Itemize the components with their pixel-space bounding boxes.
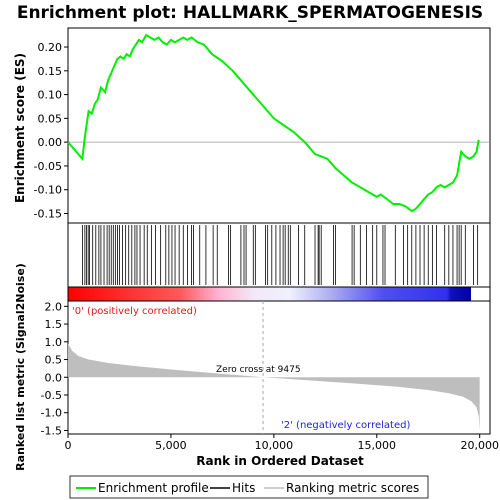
metric-y-tick-label: -0.5	[41, 389, 62, 402]
metric-y-tick-label: 0.0	[45, 371, 63, 384]
es-y-tick-label: 0.10	[38, 89, 63, 102]
top-y-axis-label: Enrichment score (ES)	[13, 53, 27, 203]
hits-panel	[67, 222, 491, 288]
negative-correlation-label: '2' (negatively correlated)	[281, 420, 410, 431]
metric-y-tick-label: 0.5	[45, 354, 63, 367]
enrichment-profile-line	[67, 33, 480, 213]
x-tick-label: 5,000	[155, 439, 187, 452]
metric-y-tick-label: 1.5	[45, 318, 63, 331]
x-axis-label: Rank in Ordered Dataset	[196, 454, 364, 468]
legend-enrichment-label: Enrichment profile	[98, 481, 209, 495]
chart-title: Enrichment plot: HALLMARK_SPERMATOGENESI…	[17, 3, 483, 23]
enrichment-panel: -0.15 -0.10 -0.05 0.00 0.05 0.10 0.15 0.20	[34, 27, 491, 224]
ranked-metric-panel: -1.5 -1.0 -0.5 0.0 0.5 1.0 1.5 2.0	[41, 300, 491, 437]
legend: Enrichment profile Hits Ranking metric s…	[69, 475, 429, 499]
x-tick-label: 0	[65, 439, 72, 452]
x-tick-label: 15,000	[358, 439, 397, 452]
top-panel-frame	[67, 27, 491, 224]
es-y-tick-label: -0.10	[34, 184, 62, 197]
metric-y-tick-label: -1.5	[41, 424, 62, 437]
bottom-y-axis-label: Ranked list metric (Signal2Noise)	[14, 263, 27, 471]
es-y-tick-label: 0.20	[38, 41, 63, 54]
es-y-tick-label: -0.05	[34, 160, 62, 173]
ranking-metric-area	[68, 343, 480, 431]
rank-color-bar	[68, 287, 471, 301]
hits-panel-frame	[67, 222, 491, 288]
metric-y-tick-label: 2.0	[45, 300, 63, 313]
legend-metric-label: Ranking metric scores	[286, 481, 419, 495]
legend-hits-label: Hits	[232, 481, 255, 495]
legend-frame	[69, 475, 429, 499]
positive-correlation-label: '0' (positively correlated)	[72, 306, 197, 317]
es-y-tick-label: 0.15	[38, 65, 63, 78]
es-y-tick-label: 0.05	[38, 112, 63, 125]
es-y-tick-label: -0.15	[34, 207, 62, 220]
x-tick-label: 10,000	[255, 439, 294, 452]
metric-y-tick-label: 1.0	[45, 336, 63, 349]
metric-y-tick-label: -1.0	[41, 407, 62, 420]
zero-cross-label: Zero cross at 9475	[216, 365, 301, 375]
es-y-tick-label: 0.00	[38, 136, 63, 149]
x-tick-label: 20,000	[460, 439, 499, 452]
